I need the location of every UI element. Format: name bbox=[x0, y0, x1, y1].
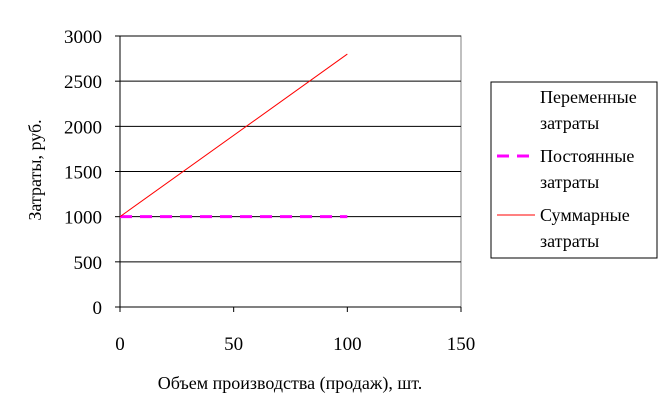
legend-label: Постоянные bbox=[540, 146, 634, 166]
legend-items: Переменные затраты Постоянные затраты Суммар… bbox=[497, 87, 637, 251]
y-tick-label: 2500 bbox=[64, 72, 102, 93]
y-tick-label: 0 bbox=[93, 298, 103, 319]
y-tick-labels: 0 500 1000 1500 2000 2500 3000 bbox=[64, 27, 102, 319]
y-axis-title: Затраты, руб. bbox=[25, 119, 45, 220]
legend-label: затраты bbox=[540, 172, 599, 192]
legend-box bbox=[490, 81, 658, 259]
gridlines bbox=[120, 35, 461, 263]
x-tick-label: 0 bbox=[115, 334, 125, 355]
y-tick-label: 3000 bbox=[64, 27, 102, 48]
legend-label: Переменные bbox=[540, 87, 637, 107]
legend-label: затраты bbox=[540, 113, 599, 133]
series-line-3 bbox=[119, 53, 348, 218]
y-tick-label: 1500 bbox=[64, 163, 102, 184]
y-tick-label: 2000 bbox=[64, 117, 102, 138]
legend-label: Суммарные bbox=[540, 205, 630, 225]
x-tick-labels: 0 50 100 150 bbox=[115, 334, 475, 355]
axes bbox=[115, 35, 462, 312]
y-tick-label: 500 bbox=[74, 253, 103, 274]
legend-label: затраты bbox=[540, 231, 599, 251]
x-tick-label: 50 bbox=[224, 334, 243, 355]
x-tick-label: 150 bbox=[447, 334, 476, 355]
legend: Переменные затраты Постоянные затраты Суммар… bbox=[490, 81, 658, 259]
series-group bbox=[119, 53, 348, 219]
x-axis-title: Объем производства (продаж), шт. bbox=[158, 373, 422, 394]
y-tick-label: 1000 bbox=[64, 208, 102, 229]
x-tick-label: 100 bbox=[333, 334, 362, 355]
